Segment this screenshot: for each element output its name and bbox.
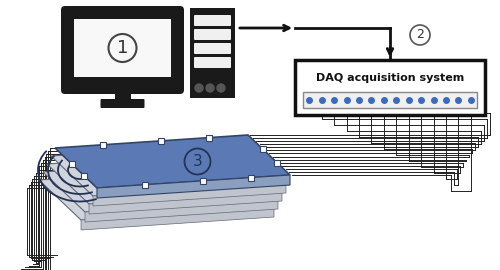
Circle shape bbox=[195, 84, 203, 92]
Text: 3: 3 bbox=[192, 154, 202, 169]
FancyBboxPatch shape bbox=[194, 29, 231, 40]
Polygon shape bbox=[51, 143, 286, 196]
Text: 2: 2 bbox=[416, 29, 424, 42]
Polygon shape bbox=[43, 159, 278, 212]
Text: 1: 1 bbox=[117, 39, 128, 57]
Polygon shape bbox=[97, 175, 290, 198]
Circle shape bbox=[217, 84, 225, 92]
FancyBboxPatch shape bbox=[61, 6, 184, 94]
FancyBboxPatch shape bbox=[100, 99, 144, 108]
FancyBboxPatch shape bbox=[295, 60, 485, 115]
Polygon shape bbox=[39, 167, 274, 220]
Polygon shape bbox=[93, 183, 286, 206]
Polygon shape bbox=[89, 191, 282, 214]
FancyBboxPatch shape bbox=[303, 92, 477, 108]
Polygon shape bbox=[85, 199, 278, 222]
FancyBboxPatch shape bbox=[74, 19, 171, 77]
FancyBboxPatch shape bbox=[114, 90, 130, 100]
FancyBboxPatch shape bbox=[194, 43, 231, 54]
FancyBboxPatch shape bbox=[194, 57, 231, 68]
Polygon shape bbox=[81, 207, 274, 230]
Circle shape bbox=[206, 84, 214, 92]
Polygon shape bbox=[47, 151, 282, 204]
FancyBboxPatch shape bbox=[194, 15, 231, 26]
FancyBboxPatch shape bbox=[190, 8, 235, 98]
Polygon shape bbox=[55, 135, 290, 188]
Text: DAQ acquisition system: DAQ acquisition system bbox=[316, 73, 464, 83]
